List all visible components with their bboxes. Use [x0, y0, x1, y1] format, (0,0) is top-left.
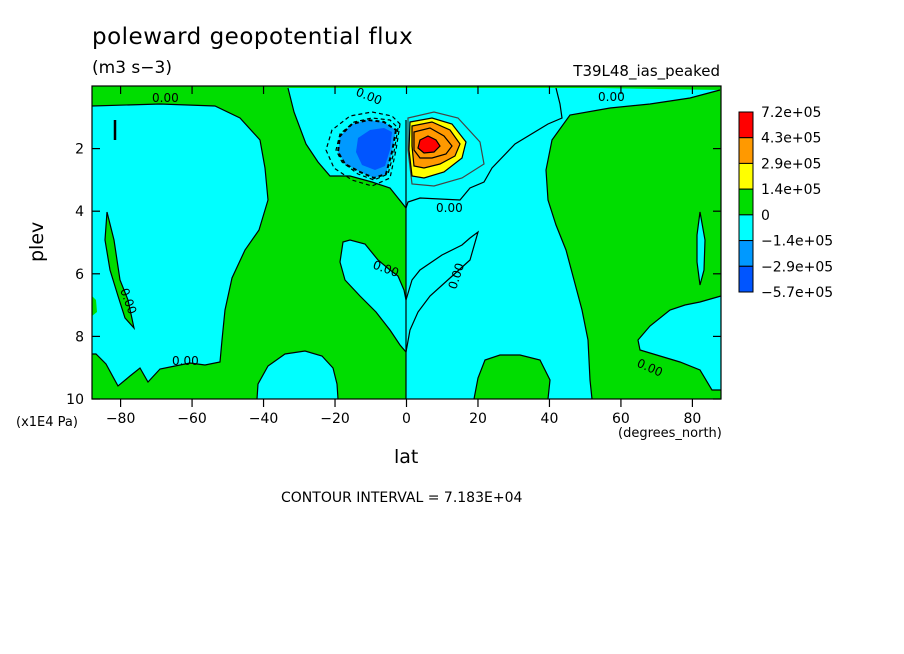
colorbar-label-4: 0 — [761, 208, 770, 224]
x-tick-label-1: −60 — [177, 411, 207, 427]
zero-contour-right-top — [545, 89, 721, 400]
contour-interval: CONTOUR INTERVAL = 7.183E+04 — [281, 490, 523, 506]
zero-contour-left-lobe — [104, 211, 136, 331]
negative-core-inner — [356, 128, 392, 170]
contour-label-8: 0.00 — [436, 201, 463, 215]
colorbar-swatch-4 — [738, 214, 754, 242]
colorbar-swatch-0 — [738, 111, 754, 139]
zero-contour-top-left — [91, 103, 269, 387]
negative-contour-3 — [336, 118, 398, 180]
colorbar-swatch-2 — [738, 162, 754, 190]
contour-label-4: 0.00 — [172, 354, 199, 368]
x-tick-label-3: −20 — [320, 411, 350, 427]
y-tick-label-3: 8 — [75, 329, 84, 345]
positive-contour-4 — [413, 127, 453, 159]
contour-line-layer — [91, 87, 722, 400]
colorbar-label-0: 7.2e+05 — [761, 105, 821, 121]
x-tick-label-6: 40 — [541, 411, 559, 427]
zero-contour-right-lens — [696, 211, 706, 286]
colorbar-swatch-1 — [738, 137, 754, 164]
negative-contour-2 — [335, 117, 399, 181]
positive-edge-left — [92, 296, 97, 316]
x-tick-label-2: −40 — [249, 411, 279, 427]
x-axis: −80 −60 −40 −20 0 20 40 60 80 — [106, 86, 701, 427]
positive-contour-5 — [417, 135, 441, 154]
negative-contour-1 — [325, 111, 401, 187]
colorbar-label-2: 2.9e+05 — [761, 156, 821, 172]
colorbar: 7.2e+05 4.3e+05 2.9e+05 1.4e+05 0 −1.4e+05 −2.… — [738, 105, 833, 301]
zero-contour-center — [339, 230, 480, 354]
x-tick-label-4: 0 — [402, 411, 411, 427]
x-axis-title: lat — [394, 446, 419, 468]
contour-label-2: 0.00 — [598, 90, 625, 104]
positive-lobe-left — [105, 212, 134, 328]
y-axis: 2 4 6 8 10 — [66, 142, 721, 408]
colorbar-label-3: 1.4e+05 — [761, 182, 821, 198]
zero-contour-right-bottom — [637, 295, 722, 391]
negative-region-center — [340, 88, 720, 399]
positive-contour-2 — [408, 117, 467, 179]
y-axis-units: (x1E4 Pa) — [16, 415, 78, 430]
x-tick-label-7: 60 — [612, 411, 630, 427]
run-name: T39L48_ias_peaked — [573, 62, 720, 80]
y-tick-label-1: 4 — [75, 204, 84, 220]
colorbar-swatch-5 — [738, 240, 754, 267]
positive-core-red — [418, 136, 440, 153]
chart-title: poleward geopotential flux — [92, 24, 414, 50]
colorbar-label-1: 4.3e+05 — [761, 131, 821, 147]
zero-contour-bottom-center — [473, 354, 551, 400]
x-axis-units: (degrees_north) — [618, 426, 722, 441]
y-axis-title: plev — [26, 221, 48, 262]
zero-contour-top-center — [287, 87, 563, 210]
contour-label-0: 0.00 — [152, 91, 179, 105]
y-tick-label-4: 10 — [66, 392, 84, 408]
negative-region-bottom-left — [257, 351, 338, 399]
y-tick-label-2: 6 — [75, 267, 84, 283]
colorbar-swatch-3 — [738, 188, 754, 216]
colorbar-swatch-6 — [738, 265, 754, 293]
colorbar-label-6: −2.9e+05 — [761, 259, 833, 275]
colorbar-label-7: −5.7e+05 — [761, 285, 833, 301]
zero-contour-bottom-left — [256, 350, 339, 400]
x-tick-label-8: 80 — [683, 411, 701, 427]
positive-contour-1 — [407, 111, 485, 187]
x-tick-label-5: 20 — [469, 411, 487, 427]
chart-units: (m3 s−3) — [92, 58, 172, 78]
positive-contour-3 — [411, 121, 461, 169]
x-tick-label-0: −80 — [106, 411, 136, 427]
y-tick-label-0: 2 — [75, 142, 84, 158]
colorbar-label-5: −1.4e+05 — [761, 234, 833, 250]
